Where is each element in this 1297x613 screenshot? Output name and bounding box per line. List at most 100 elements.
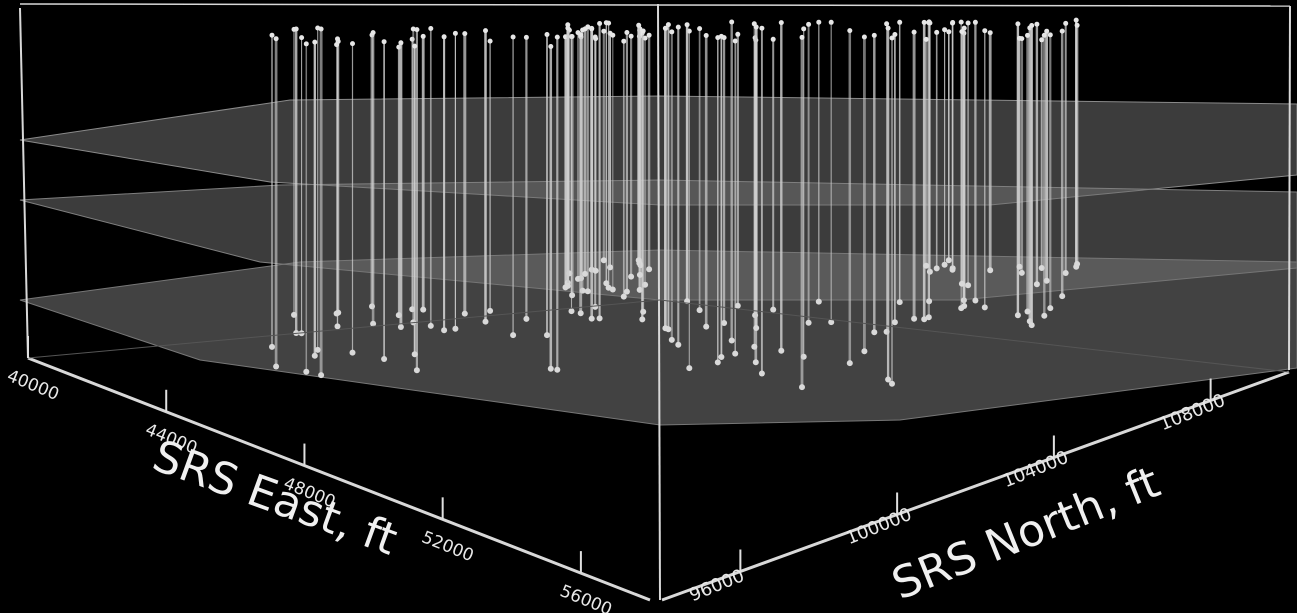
- well-foot-marker: [1062, 270, 1069, 276]
- well-foot-marker: [318, 372, 325, 379]
- well-head-marker: [799, 34, 805, 40]
- well-foot-marker: [413, 367, 420, 374]
- well-head-marker: [735, 31, 741, 37]
- well-head-marker: [589, 26, 595, 32]
- well-foot-marker: [381, 356, 388, 362]
- well-traces: [269, 17, 1081, 391]
- well-foot-marker: [452, 325, 459, 332]
- well-foot-marker: [291, 311, 297, 318]
- well-foot-marker: [987, 267, 994, 274]
- well-foot-marker: [628, 273, 635, 280]
- well-head-marker: [273, 36, 279, 42]
- well-head-marker: [753, 24, 759, 30]
- well-foot-marker: [584, 288, 591, 295]
- well-foot-marker: [544, 332, 550, 339]
- well-foot-marker: [487, 307, 494, 314]
- well-head-marker: [987, 30, 993, 36]
- well-head-marker: [934, 29, 940, 35]
- well-foot-marker: [1059, 293, 1066, 300]
- well-foot-marker: [728, 337, 735, 344]
- well-foot-marker: [958, 280, 965, 287]
- box-center-vertical-edge: [657, 3, 661, 601]
- well-head-marker: [884, 21, 890, 27]
- well-foot-marker: [941, 261, 948, 268]
- well-head-marker: [718, 33, 724, 39]
- well-head-marker: [778, 20, 784, 26]
- well-foot-marker: [714, 359, 721, 366]
- well-foot-marker: [945, 257, 952, 264]
- well-foot-marker: [696, 307, 703, 314]
- well-head-marker: [921, 19, 927, 25]
- well-foot-marker: [577, 310, 584, 317]
- well-head-marker: [847, 28, 853, 34]
- well-foot-marker: [891, 319, 898, 326]
- well-foot-marker: [828, 319, 835, 326]
- well-head-marker: [662, 25, 668, 31]
- well-head-marker: [569, 34, 575, 39]
- well-head-marker: [420, 33, 426, 39]
- well-foot-marker: [896, 299, 903, 306]
- well-head-marker: [291, 26, 297, 32]
- well-foot-marker: [703, 323, 710, 330]
- well-head-marker: [889, 35, 895, 41]
- well-head-marker: [897, 19, 903, 25]
- well-head-marker: [1063, 20, 1069, 26]
- well-head-marker: [958, 19, 964, 25]
- well-foot-marker: [1018, 269, 1025, 276]
- north-axis-line: [661, 370, 1290, 602]
- well-foot-marker: [349, 349, 356, 356]
- well-foot-marker: [588, 315, 595, 322]
- well-head-marker: [665, 22, 671, 28]
- well-head-marker: [965, 20, 971, 26]
- well-foot-marker: [314, 346, 321, 353]
- axis-box: [19, 3, 1291, 602]
- well-foot-marker: [675, 341, 682, 348]
- well-head-marker: [1019, 36, 1025, 42]
- well-head-marker: [303, 41, 309, 47]
- well-foot-marker: [1047, 305, 1054, 312]
- well-head-marker: [982, 28, 988, 34]
- well-foot-marker: [734, 302, 741, 309]
- well-foot-marker: [751, 343, 758, 350]
- well-head-marker: [636, 22, 642, 28]
- well-head-marker: [585, 24, 591, 30]
- well-head-marker: [312, 39, 318, 45]
- well-head-marker: [732, 38, 738, 44]
- well-foot-marker: [609, 286, 616, 293]
- well-head-marker: [892, 32, 898, 37]
- well-foot-marker: [925, 314, 932, 321]
- well-head-marker: [398, 40, 404, 46]
- floor-back-left-edge: [27, 299, 661, 359]
- well-head-marker: [624, 30, 630, 35]
- well-foot-marker: [333, 310, 340, 317]
- well-head-marker: [1029, 23, 1035, 28]
- well-foot-marker: [961, 303, 968, 309]
- well-foot-marker: [568, 308, 575, 315]
- well-head-marker: [441, 34, 447, 40]
- well-foot-marker: [721, 320, 728, 326]
- well-head-marker: [926, 20, 932, 26]
- well-head-marker: [334, 42, 340, 48]
- well-foot-marker: [1033, 281, 1040, 288]
- well-foot-marker: [510, 332, 517, 339]
- well-foot-marker: [623, 288, 630, 295]
- well-head-marker: [942, 27, 948, 33]
- well-head-marker: [946, 29, 952, 35]
- well-head-marker: [697, 26, 703, 32]
- well-head-marker: [315, 25, 321, 31]
- well-foot-marker: [770, 306, 777, 313]
- well-head-marker: [911, 29, 917, 35]
- well-head-marker: [610, 32, 616, 38]
- well-foot-marker: [753, 325, 760, 331]
- box-left-vertical-edge: [19, 7, 29, 359]
- well-foot-marker: [686, 365, 693, 372]
- well-foot-marker: [603, 280, 610, 287]
- well-head-marker: [578, 32, 584, 38]
- well-foot-marker: [889, 380, 895, 387]
- well-foot-marker: [569, 292, 576, 299]
- well-foot-marker: [972, 297, 979, 304]
- well-foot-marker: [846, 360, 853, 367]
- well-head-marker: [410, 26, 416, 32]
- well-head-marker: [1044, 28, 1050, 34]
- well-head-marker: [628, 33, 634, 39]
